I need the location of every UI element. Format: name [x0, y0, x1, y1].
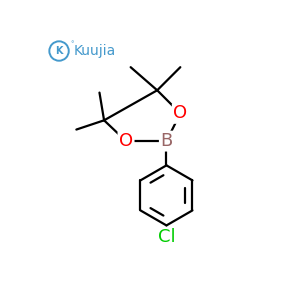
Text: Cl: Cl [158, 228, 175, 246]
Text: O: O [173, 104, 188, 122]
Text: K: K [55, 46, 63, 56]
Text: °: ° [70, 42, 74, 48]
Text: B: B [160, 132, 172, 150]
Text: Kuujia: Kuujia [74, 44, 116, 58]
Text: O: O [119, 132, 133, 150]
